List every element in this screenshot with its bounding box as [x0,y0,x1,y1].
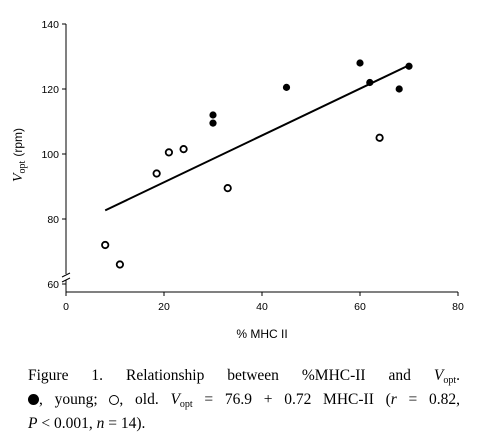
caption-r: r [390,391,397,408]
caption-line-2: , young; , old. Vopt = 76.9 + 0.72 MHC-I… [28,390,460,414]
x-tick-label: 20 [158,301,170,313]
caption-paren: ( [385,391,391,408]
x-tick-label: 40 [256,301,268,313]
axis-break-mark [61,272,71,278]
young-point [282,83,291,91]
young-point [366,78,374,87]
old-point [152,169,161,178]
caption-p-value: < 0.001, [37,415,97,432]
old-point [115,260,125,269]
caption-v-sub: opt [443,375,457,386]
old-point [223,184,232,193]
caption-young-label: , young; [39,391,98,408]
young-point [209,111,217,119]
x-axis-ticks: 0 20 40 60 80 [63,292,464,313]
x-tick-label: 0 [63,301,69,313]
y-tick-label: 100 [41,149,59,161]
young-point [209,119,217,127]
filled-circle-icon [28,394,39,405]
young-point [395,85,403,93]
y-axis-title-main: V [11,172,26,182]
caption-line-3: P < 0.001, n = 14). [28,414,460,433]
old-point [179,145,188,154]
old-point [164,148,173,157]
y-axis-title: Vopt (rpm) [11,128,28,182]
caption-eq-v: V [170,391,180,408]
caption-eq-sub: opt [179,399,193,410]
y-axis-ticks: 60 80 100 120 140 [41,19,66,291]
caption-p: P [28,415,38,432]
x-tick-label: 60 [354,301,366,313]
caption-r-value: = 0.82, [396,391,461,408]
caption-v: V [433,367,444,384]
caption-line-1: Figure 1. Relationship between %MHC-II a… [28,366,460,390]
figure-caption: Figure 1. Relationship between %MHC-II a… [28,366,460,433]
caption-equation: = 76.9 + 0.72 MHC-II [192,391,374,408]
young-point [405,62,413,70]
regression-line-group [104,64,410,212]
caption-n: n [96,415,105,432]
caption-period: . [456,367,460,384]
caption-n-value: = 14). [104,415,146,432]
caption-title-text: Figure 1. Relationship between %MHC-II a… [28,367,434,384]
y-axis-title-sub: opt [17,160,28,173]
data-points [101,59,413,269]
axis-break-mark [61,277,71,283]
y-tick-label: 60 [47,279,59,291]
y-axis-title-unit: (rpm) [11,128,25,157]
y-tick-label: 140 [41,19,59,31]
x-tick-label: 80 [452,301,464,313]
young-point [356,59,364,67]
y-tick-label: 80 [47,214,59,226]
x-axis-title: % MHC II [236,327,287,341]
caption-old-label: , old. [119,391,159,408]
y-tick-label: 120 [41,84,59,96]
old-point [375,133,384,142]
regression-line [104,64,410,212]
old-point [101,240,110,250]
open-circle-icon [109,395,120,405]
axes [61,24,458,293]
scatter-chart: 60 80 100 120 140 0 20 40 60 80 % MHC II Vopt (rp… [11,19,464,341]
